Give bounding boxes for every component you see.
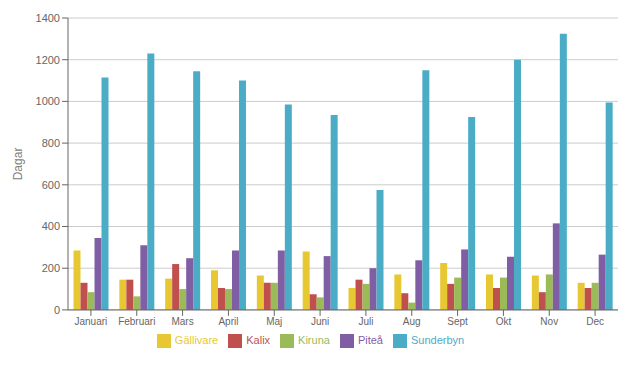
svg-text:400: 400 [42, 220, 60, 232]
svg-text:0: 0 [54, 304, 60, 316]
svg-text:Februari: Februari [118, 316, 155, 327]
svg-text:April: April [218, 316, 238, 327]
svg-text:Dagar: Dagar [11, 148, 25, 181]
html-text:Piteå: Piteå [357, 333, 383, 346]
svg-text:Maj: Maj [266, 316, 282, 327]
html-text:Sunderbyn: Sunderbyn [411, 333, 465, 346]
svg-text:Dec: Dec [586, 316, 604, 327]
html-text:Kiruna: Kiruna [298, 333, 330, 346]
svg-text:1200: 1200 [36, 54, 60, 66]
svg-text:Aug: Aug [403, 316, 421, 327]
svg-text:Nov: Nov [540, 316, 558, 327]
html-text:Kalix: Kalix [246, 333, 271, 346]
svg-text:Okt: Okt [496, 316, 512, 327]
svg-text:800: 800 [42, 137, 60, 149]
svg-text:600: 600 [42, 179, 60, 191]
svg-text:1400: 1400 [36, 12, 60, 24]
svg-text:Juni: Juni [311, 316, 329, 327]
svg-text:Januari: Januari [75, 316, 108, 327]
svg-text:1000: 1000 [36, 95, 60, 107]
svg-text:Sept: Sept [447, 316, 468, 327]
svg-text:200: 200 [42, 262, 60, 274]
svg-text:Mars: Mars [171, 316, 193, 327]
svg-text:Juli: Juli [358, 316, 373, 327]
html-text:Gällivare: Gällivare [174, 333, 219, 346]
